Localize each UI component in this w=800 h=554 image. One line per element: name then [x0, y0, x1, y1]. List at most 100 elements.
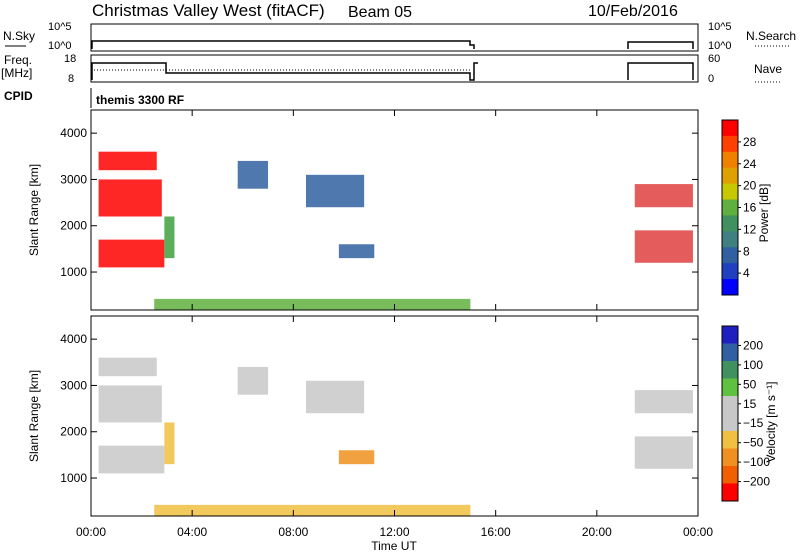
colorbar-swatch [722, 483, 738, 502]
nsearch-tick-bottom: 10^0 [708, 40, 732, 52]
colorbar-tick-label: −15 [743, 416, 764, 430]
echo-region [305, 174, 365, 208]
colorbar-swatch [722, 326, 738, 344]
echo-region [237, 160, 269, 189]
colorbar-swatch [722, 263, 738, 280]
y-tick-label: 4000 [60, 332, 87, 346]
echo-region [634, 230, 693, 263]
power-data-marks [98, 151, 693, 310]
colorbar-swatch [722, 361, 738, 379]
x-tick-label: 00:00 [76, 525, 106, 539]
y-tick-label: 2000 [60, 219, 87, 233]
colorbar-tick-label: 50 [743, 377, 757, 391]
echo-region [98, 179, 162, 217]
colorbar-tick-label: −100 [743, 455, 770, 469]
echo-region [98, 445, 165, 474]
velocity-frame [90, 315, 699, 517]
nsky-label: N.Sky [3, 29, 35, 43]
date-label: 10/Feb/2016 [588, 3, 678, 20]
plot-title: Christmas Valley West (fitACF) [92, 1, 325, 20]
velocity-chart: 4000 3000 2000 1000 Slant Range [km] 200 100… [27, 315, 778, 517]
x-tick-label: 12:00 [379, 525, 409, 539]
echo-region [98, 239, 165, 268]
x-tick-label: 04:00 [177, 525, 207, 539]
nsearch-label: N.Search [746, 29, 796, 43]
echo-region [634, 184, 693, 208]
x-tick-label: 00:00 [683, 525, 713, 539]
time-axis: 00:00 04:00 08:00 12:00 16:00 20:00 00:00 [76, 110, 713, 539]
colorbar-tick-label: 15 [743, 397, 757, 411]
nave-label: Nave [754, 62, 782, 76]
echo-region [164, 216, 175, 259]
y-tick-label: 3000 [60, 378, 87, 392]
freq-label-1: Freq. [4, 53, 32, 67]
power-y-axis: 4000 3000 2000 1000 [60, 126, 698, 279]
colorbar-tick-label: 8 [743, 244, 750, 258]
time-axis-label: Time UT [371, 539, 417, 553]
echo-region [338, 244, 375, 259]
colorbar-tick-label: 24 [743, 157, 757, 171]
y-tick-label: 1000 [60, 471, 87, 485]
freq-tick-top: 18 [64, 53, 76, 65]
y-tick-label: 4000 [60, 126, 87, 140]
colorbar-swatch [722, 247, 738, 264]
nsearch-tick-top: 10^5 [708, 21, 732, 33]
echo-region [305, 380, 365, 414]
echo-region [154, 298, 471, 310]
echo-region [98, 385, 162, 423]
freq-trace [91, 62, 694, 81]
power-colorbar: 28 24 20 16 12 8 4 [721, 119, 757, 296]
freq-tick-bottom: 8 [68, 73, 74, 85]
x-tick-label: 08:00 [278, 525, 308, 539]
colorbar-tick-label: −200 [743, 475, 770, 489]
cpid-label: CPID [4, 89, 33, 103]
velocity-data-marks [98, 357, 693, 516]
freq-label-2: [MHz] [1, 66, 32, 80]
colorbar-swatch [722, 183, 738, 201]
colorbar-swatch [722, 413, 738, 432]
nsky-trace [91, 40, 694, 49]
colorbar-swatch [722, 343, 738, 362]
echo-region [98, 151, 157, 171]
colorbar-swatch [722, 431, 738, 449]
colorbar-tick-label: 20 [743, 179, 757, 193]
x-tick-label: 20:00 [582, 525, 612, 539]
colorbar-swatch [722, 151, 738, 169]
colorbar-swatch [722, 279, 738, 296]
echo-region [98, 357, 157, 377]
y-tick-label: 2000 [60, 425, 87, 439]
freq-frame [90, 54, 699, 83]
freq-panel: Freq. [MHz] 18 8 60 0 Nave [1, 53, 782, 85]
echo-region [164, 422, 175, 465]
nsky-tick-top: 10^5 [48, 21, 72, 33]
nave-tick-bottom: 0 [708, 73, 714, 85]
colorbar-tick-label: 28 [743, 135, 757, 149]
velocity-colorbar-label: Velocity [m s⁻¹] [764, 381, 778, 462]
colorbar-swatch [722, 120, 738, 137]
colorbar-frame [721, 325, 739, 502]
echo-region [237, 366, 269, 395]
velocity-ylabel: Slant Range [km] [27, 370, 41, 462]
nsky-tick-bottom: 10^0 [48, 40, 72, 52]
colorbar-tick-label: 12 [743, 222, 757, 236]
colorbar-tick-label: 4 [743, 266, 750, 280]
beam-label: Beam 05 [348, 4, 412, 21]
colorbar-tick-label: −50 [743, 436, 764, 450]
colorbar-swatch [722, 135, 738, 153]
nsky-frame [90, 23, 699, 52]
power-ylabel: Slant Range [km] [27, 164, 41, 256]
echo-region [338, 450, 375, 465]
y-tick-label: 3000 [60, 172, 87, 186]
colorbar-tick-label: 16 [743, 201, 757, 215]
colorbar-swatch [722, 215, 738, 232]
nave-tick-top: 60 [708, 53, 720, 65]
power-colorbar-label: Power [dB] [757, 184, 771, 243]
colorbar-swatch [722, 378, 738, 397]
colorbar-tick-label: 200 [743, 338, 763, 352]
echo-region [154, 504, 471, 516]
colorbar-swatch [722, 448, 738, 467]
colorbar-swatch [722, 231, 738, 248]
velocity-colorbar: 200 100 50 15 −15 −50 −100 −200 [721, 325, 770, 502]
colorbar-swatch [722, 466, 738, 484]
